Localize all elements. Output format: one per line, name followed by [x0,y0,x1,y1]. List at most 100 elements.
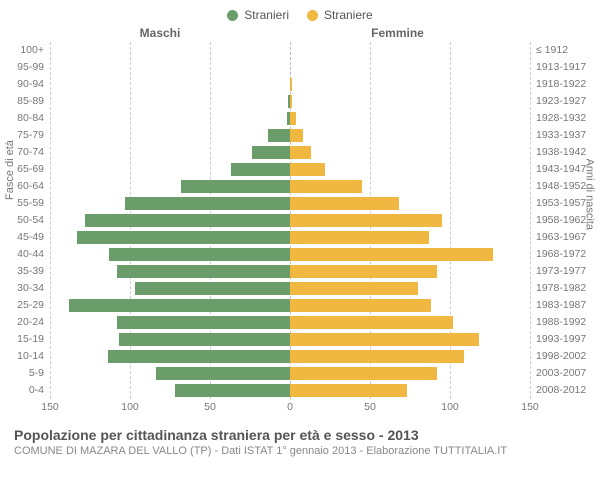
birth-tick: 1913-1917 [530,59,600,76]
column-headers: Maschi Femmine [0,26,600,40]
x-axis-right: 050100150 [290,399,530,421]
legend-swatch-female [307,10,318,21]
legend-label-female: Straniere [324,8,373,22]
legend-item-male: Stranieri [227,8,289,22]
bar-male [252,146,290,159]
birth-tick: 1968-1972 [530,246,600,263]
bar-row [50,59,530,76]
bar-female [290,384,407,397]
x-tick: 0 [287,401,293,413]
legend-item-female: Straniere [307,8,373,22]
bar-row [50,297,530,314]
header-male: Maschi [0,26,265,40]
bar-row [50,42,530,59]
x-tick: 50 [364,401,376,413]
bar-female [290,367,437,380]
birth-tick: 1988-1992 [530,314,600,331]
bar-female [290,180,362,193]
age-tick: 30-34 [0,280,50,297]
legend-label-male: Stranieri [244,8,289,22]
bar-row [50,76,530,93]
header-female: Femmine [265,26,530,40]
age-tick: 85-89 [0,93,50,110]
birth-tick: 2003-2007 [530,365,600,382]
x-tick: 100 [441,401,459,413]
birth-tick: 1973-1977 [530,263,600,280]
age-tick: 40-44 [0,246,50,263]
bar-row [50,263,530,280]
age-tick: 20-24 [0,314,50,331]
bar-male [231,163,290,176]
bar-female [290,265,437,278]
population-pyramid-chart: Stranieri Straniere Maschi Femmine Fasce… [0,0,600,500]
age-tick: 5-9 [0,365,50,382]
bar-male [108,350,290,363]
bar-row [50,314,530,331]
birth-tick: 2008-2012 [530,382,600,399]
y-axis-label-left: Fasce di età [4,140,16,200]
bar-row [50,348,530,365]
bar-row [50,161,530,178]
birth-tick: 1933-1937 [530,127,600,144]
y-axis-left-ticks: 100+95-9990-9485-8980-8475-7970-7465-696… [0,42,50,421]
bar-female [290,350,464,363]
bar-row [50,195,530,212]
bar-female [290,316,453,329]
bar-row [50,144,530,161]
age-tick: 100+ [0,42,50,59]
bar-row [50,178,530,195]
chart-title: Popolazione per cittadinanza straniera p… [14,427,590,443]
bar-female [290,146,311,159]
x-tick: 150 [41,401,59,413]
plot-area: 100+95-9990-9485-8980-8475-7970-7465-696… [0,40,600,421]
bar-male [135,282,290,295]
bar-female [290,333,479,346]
chart-subtitle: COMUNE DI MAZARA DEL VALLO (TP) - Dati I… [14,445,590,457]
age-tick: 50-54 [0,212,50,229]
y-axis-label-right: Anni di nascita [584,158,596,230]
y-axis-right-ticks: ≤ 19121913-19171918-19221923-19271928-19… [530,42,600,421]
bar-male [117,316,290,329]
birth-tick: 1978-1982 [530,280,600,297]
age-tick: 10-14 [0,348,50,365]
bar-male [268,129,290,142]
bar-female [290,163,325,176]
x-tick: 100 [121,401,139,413]
bar-female [290,129,303,142]
legend: Stranieri Straniere [0,0,600,22]
bar-female [290,214,442,227]
bar-male [181,180,290,193]
bar-row [50,280,530,297]
age-tick: 95-99 [0,59,50,76]
x-axis: 50100150 050100150 [50,399,530,421]
age-tick: 0-4 [0,382,50,399]
bar-row [50,331,530,348]
bars-zone: 50100150 050100150 [50,42,530,421]
bar-male [109,248,290,261]
bar-female [290,112,296,125]
birth-tick: 1923-1927 [530,93,600,110]
bar-male [119,333,290,346]
age-tick: 45-49 [0,229,50,246]
age-tick: 35-39 [0,263,50,280]
bar-row [50,246,530,263]
x-tick: 150 [521,401,539,413]
age-tick: 90-94 [0,76,50,93]
birth-tick: 1928-1932 [530,110,600,127]
bar-female [290,78,292,91]
bar-row [50,229,530,246]
bar-male [175,384,290,397]
bar-row [50,93,530,110]
bar-row [50,365,530,382]
birth-tick: 1998-2002 [530,348,600,365]
bar-female [290,248,493,261]
legend-swatch-male [227,10,238,21]
bar-row [50,110,530,127]
bar-male [117,265,290,278]
chart-footer: Popolazione per cittadinanza straniera p… [0,421,600,457]
bar-female [290,95,292,108]
bar-male [85,214,290,227]
x-axis-left: 50100150 [50,399,290,421]
bar-male [69,299,290,312]
birth-tick: 1983-1987 [530,297,600,314]
